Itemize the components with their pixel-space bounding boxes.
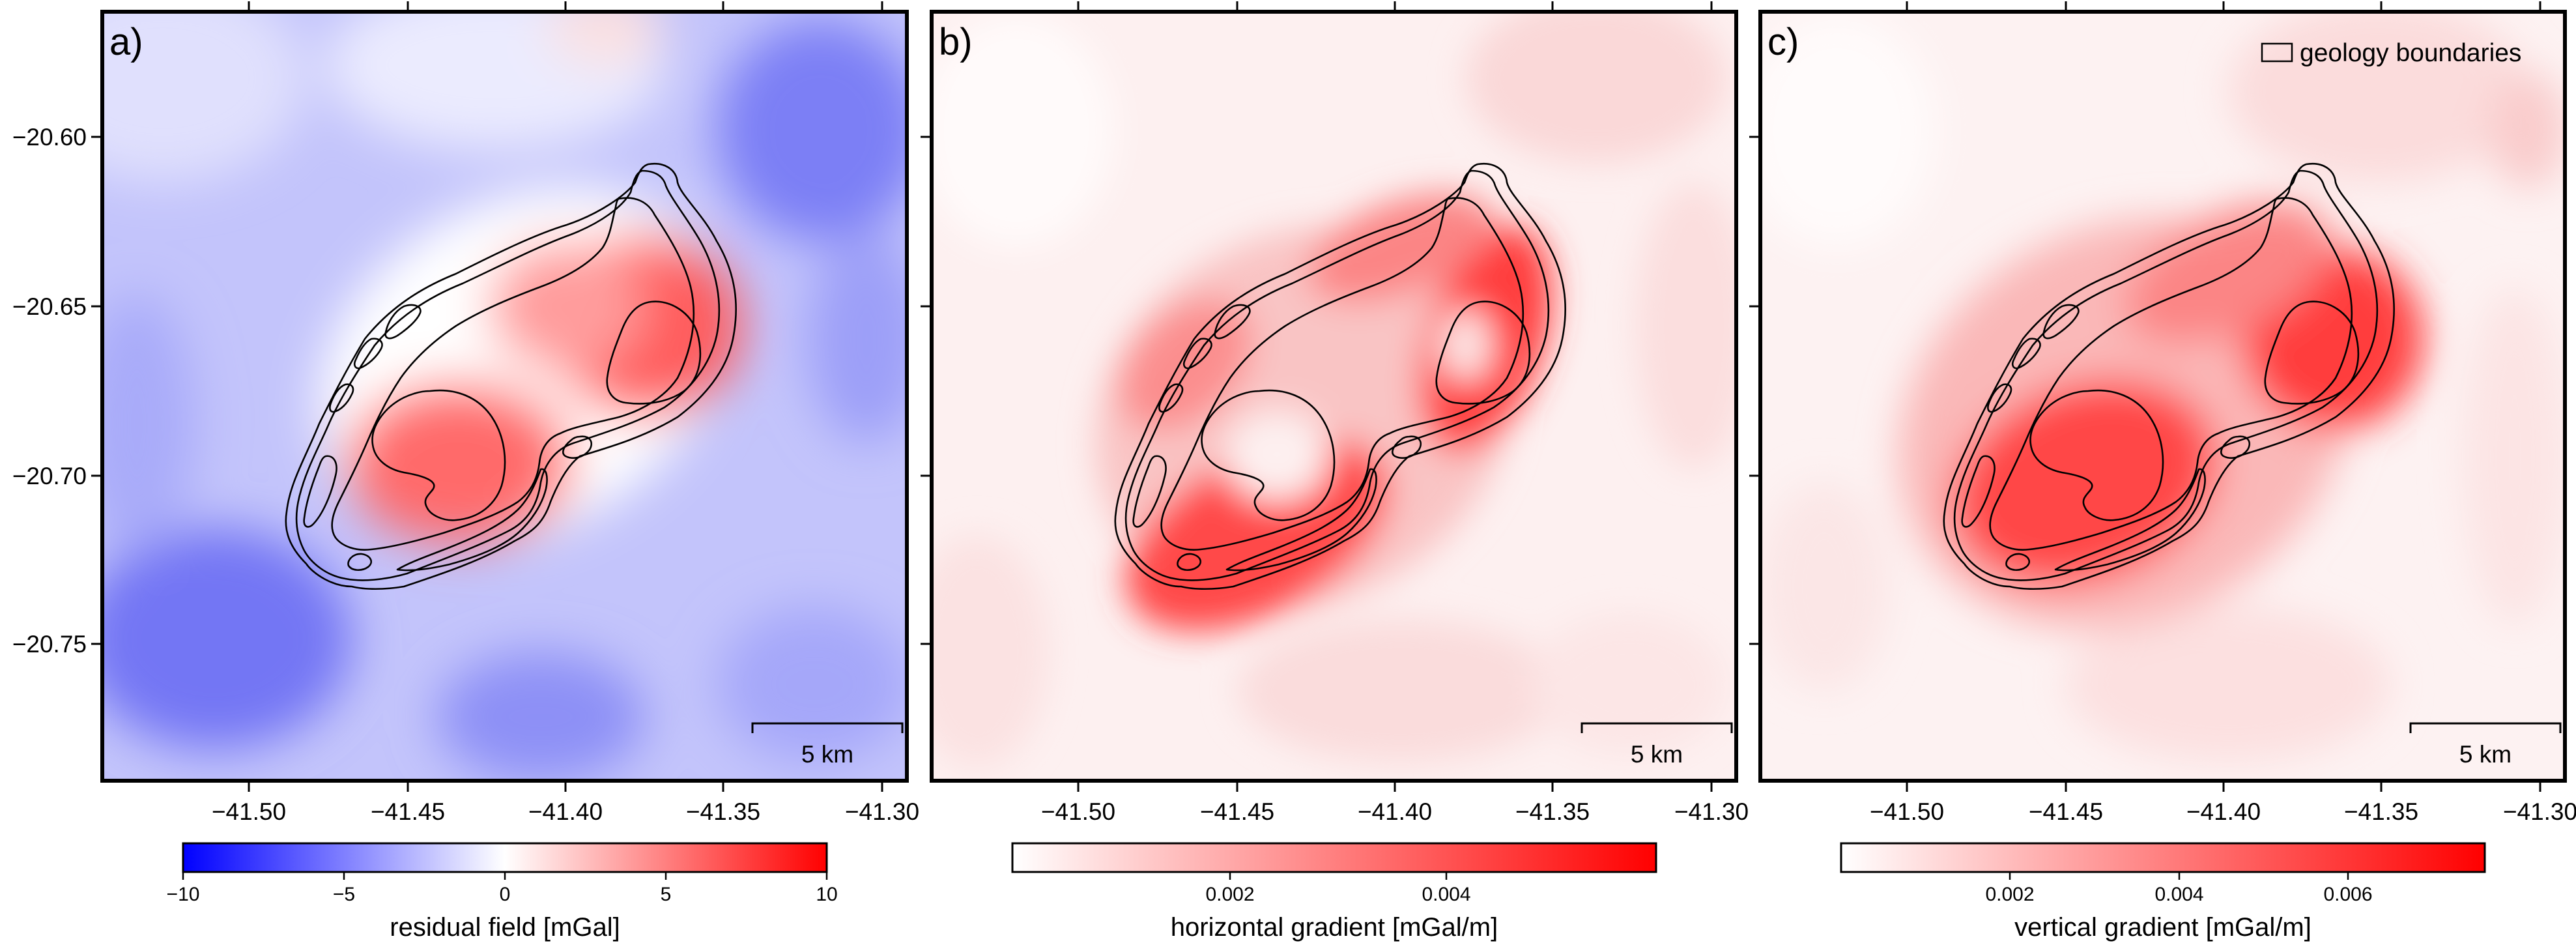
panel-b-scale-bar: 5 km	[1581, 722, 1733, 768]
panel-b-letter: b)	[939, 21, 973, 63]
panel-a-scale-bar: 5 km	[751, 722, 904, 768]
x-tick-label: −41.45	[1200, 798, 1274, 825]
panel-a: a) −20.60 −20.65 −20.70 −20.75 −41.50 −4…	[12, 1, 919, 942]
legend-label: geology boundaries	[2300, 39, 2521, 67]
colorbar-tick-label: 0.002	[1205, 884, 1254, 905]
colorbar-b	[1011, 842, 1657, 873]
y-tick-label: −20.60	[12, 124, 87, 151]
panel-c-legend: geology boundaries	[2261, 39, 2521, 67]
panel-c-colorbar: 0.002 0.004 0.006 vertical gradient [mGa…	[1840, 842, 2486, 942]
x-tick-label: −41.30	[1674, 798, 1749, 825]
panel-b-y-axis	[921, 136, 932, 645]
panel-a-frame	[100, 10, 909, 783]
y-tick-label: −20.70	[12, 463, 87, 489]
y-tick-label: −20.75	[12, 631, 87, 658]
colorbar-c	[1840, 842, 2486, 873]
x-tick-label: −41.35	[2344, 798, 2418, 825]
colorbar-tick-label: 0.006	[2323, 884, 2372, 905]
panel-a-y-axis: −20.60 −20.65 −20.70 −20.75	[12, 124, 102, 658]
colorbar-title: vertical gradient [mGal/m]	[2014, 913, 2311, 942]
colorbar-tick-label: 5	[661, 884, 672, 905]
x-tick-label: −41.45	[2029, 798, 2103, 825]
x-tick-label: −41.45	[371, 798, 445, 825]
scale-bar-label: 5 km	[2459, 741, 2512, 768]
panel-c: c) geology boundaries −41.50 −41.45 −41.…	[1749, 1, 2576, 942]
panel-b: b) −41.50 −41.45 −41.40 −41.35 −41.30	[921, 1, 1749, 942]
x-tick-label: −41.50	[1041, 798, 1115, 825]
x-tick-label: −41.40	[1358, 798, 1432, 825]
x-tick-label: −41.30	[2503, 798, 2576, 825]
colorbar-tick-label: −5	[333, 884, 355, 905]
panel-c-heatmap	[1760, 12, 2565, 781]
colorbar-tick-label: 0.004	[1422, 884, 1470, 905]
x-tick-label: −41.35	[1515, 798, 1590, 825]
colorbar-title: residual field [mGal]	[390, 913, 620, 942]
x-tick-label: −41.40	[528, 798, 603, 825]
panel-a-heatmap	[102, 12, 907, 781]
x-tick-label: −41.35	[686, 798, 760, 825]
colorbar-tick-label: 0	[500, 884, 511, 905]
colorbar-tick-label: −10	[167, 884, 200, 905]
panel-b-colorbar: 0.002 0.004 horizontal gradient [mGal/m]	[1011, 842, 1657, 942]
panel-a-colorbar: −10 −5 0 5 10 residual field [mGal]	[167, 842, 838, 942]
scale-bar-label: 5 km	[801, 741, 853, 768]
panel-b-heatmap	[932, 12, 1736, 781]
scale-bar-label: 5 km	[1631, 741, 1683, 768]
panel-c-x-axis: −41.50 −41.45 −41.40 −41.35 −41.30	[1870, 1, 2576, 825]
x-tick-label: −41.50	[1870, 798, 1944, 825]
panel-c-frame	[1758, 10, 2567, 783]
colorbar-tick-label: 10	[816, 884, 837, 905]
legend-swatch	[2261, 42, 2293, 63]
panel-a-letter: a)	[109, 21, 143, 63]
panel-a-x-axis: −41.50 −41.45 −41.40 −41.35 −41.30	[212, 1, 919, 825]
panel-b-x-axis: −41.50 −41.45 −41.40 −41.35 −41.30	[1041, 1, 1749, 825]
y-tick-label: −20.65	[12, 293, 87, 320]
x-tick-label: −41.50	[212, 798, 286, 825]
x-tick-label: −41.40	[2186, 798, 2261, 825]
panel-b-frame	[930, 10, 1738, 783]
panel-c-y-axis	[1749, 136, 1760, 645]
colorbar-tick-label: 0.002	[1985, 884, 2034, 905]
colorbar-title: horizontal gradient [mGal/m]	[1171, 913, 1498, 942]
colorbar-a	[182, 842, 828, 873]
colorbar-tick-label: 0.004	[2154, 884, 2203, 905]
x-tick-label: −41.30	[845, 798, 919, 825]
panel-c-scale-bar: 5 km	[2409, 722, 2562, 768]
panel-c-letter: c)	[1767, 21, 1799, 63]
